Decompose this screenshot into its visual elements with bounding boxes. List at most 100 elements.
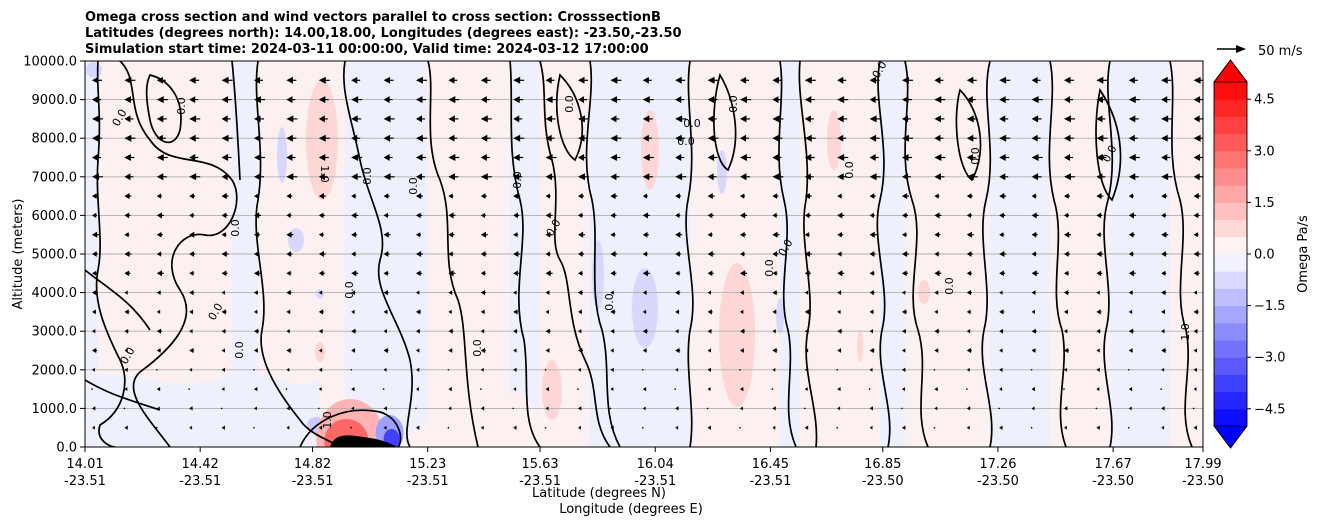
wind-vector-head [675, 154, 682, 161]
wind-vector [772, 173, 784, 181]
wind-vector-head [286, 270, 291, 276]
wind-vector-head [416, 387, 419, 392]
wind-vector [416, 232, 421, 238]
wind-vector-head [416, 250, 422, 258]
wind-vector [480, 154, 490, 161]
wind-vector-head [675, 406, 679, 411]
wind-vector-head [1193, 290, 1197, 295]
wind-vector [804, 309, 810, 315]
wind-vector [642, 328, 648, 334]
wind-vector-head [999, 250, 1005, 258]
contour-label: 0.0 [683, 117, 701, 130]
wind-vector [254, 270, 261, 277]
wind-vector [837, 270, 845, 277]
wind-vector-head [642, 270, 648, 277]
wind-vector [156, 369, 158, 371]
wind-vector-head [1096, 367, 1100, 372]
wind-vector [869, 270, 875, 276]
wind-vector-head [513, 425, 517, 430]
wind-vector [675, 231, 683, 238]
wind-vector-head [351, 193, 356, 199]
wind-vector [642, 251, 648, 257]
wind-vector [286, 193, 293, 199]
x-tick-label-latitude: 16.04 [637, 457, 674, 472]
wind-vector [480, 406, 485, 411]
wind-vector [513, 76, 525, 84]
wind-vector-head [1161, 134, 1168, 142]
wind-vector-head [966, 231, 972, 238]
colorbar-level [1214, 374, 1247, 393]
wind-vector [772, 406, 776, 411]
wind-vector-head [837, 386, 841, 392]
wind-vector-head [221, 328, 226, 334]
wind-vector [92, 270, 97, 276]
wind-vector [675, 347, 681, 354]
wind-vector [578, 270, 583, 276]
wind-vector [999, 290, 1003, 295]
wind-vector-head [1161, 290, 1166, 296]
wind-vector-head [513, 193, 519, 200]
wind-vector [934, 76, 944, 84]
wind-vector [545, 290, 550, 295]
wind-vector [318, 193, 326, 200]
wind-vector-head [1193, 76, 1201, 84]
wind-vector-head [804, 96, 812, 104]
wind-vector [804, 348, 809, 353]
wind-vector [351, 386, 355, 392]
wind-vector-head [1161, 154, 1168, 161]
wind-vector-head [480, 270, 486, 276]
wind-vector [642, 154, 654, 161]
wind-vector-head [221, 115, 228, 123]
wind-vector [416, 212, 422, 219]
wind-vector-head [1031, 76, 1038, 84]
wind-vector [286, 347, 292, 354]
wind-vector-head [1031, 96, 1039, 104]
wind-vector-head [610, 232, 615, 238]
wind-vector [902, 328, 906, 334]
wind-vector-head [480, 329, 485, 334]
wind-vector [189, 193, 196, 199]
wind-vector-head [156, 115, 164, 123]
wind-vector [869, 134, 880, 142]
x-tick-label-longitude: -23.51 [292, 474, 334, 489]
wind-vector [545, 212, 553, 219]
wind-vector [318, 387, 322, 392]
wind-vector [416, 387, 419, 392]
wind-vector-head [545, 231, 551, 238]
wind-vector-head [934, 173, 941, 181]
wind-vector-head [675, 231, 681, 238]
wind-vector [999, 115, 1009, 123]
wind-vector [1031, 212, 1039, 219]
wind-vector-head [286, 96, 293, 104]
wind-vector [1031, 76, 1041, 84]
wind-vector-head [189, 96, 196, 104]
wind-vector-head [1128, 115, 1136, 123]
wind-vector-head [578, 270, 583, 276]
wind-vector-head [578, 212, 583, 218]
wind-vector-head [837, 193, 842, 199]
wind-vector [902, 115, 911, 123]
wind-vector [902, 270, 908, 277]
wind-vector-head [642, 193, 648, 199]
wind-vector-head [999, 115, 1006, 123]
wind-vector [156, 134, 166, 142]
wind-vector [675, 406, 679, 411]
wind-vector [1161, 251, 1168, 257]
wind-vector-head [124, 193, 130, 200]
wind-vector-head [448, 134, 455, 142]
wind-vector [189, 290, 195, 296]
wind-vector-head [869, 406, 873, 411]
wind-vector [804, 407, 806, 410]
wind-vector [545, 193, 551, 199]
wind-vector-head [254, 173, 261, 181]
wind-vector [675, 76, 686, 84]
wind-vector [1031, 406, 1035, 411]
wind-vector-head [318, 115, 325, 123]
wind-vector [448, 115, 459, 123]
wind-vector-head [772, 173, 780, 181]
wind-vector [92, 212, 97, 218]
wind-vector [1030, 426, 1033, 429]
wind-vector-head [934, 193, 939, 199]
wind-vector [1096, 76, 1108, 84]
wind-vector [707, 76, 719, 84]
